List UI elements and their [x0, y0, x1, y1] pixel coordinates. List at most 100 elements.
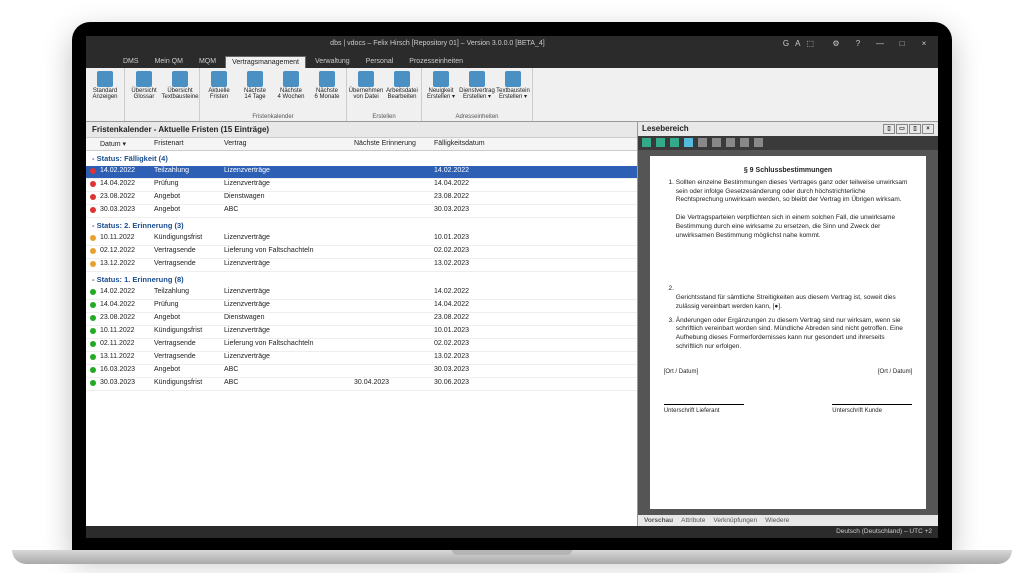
ribbon-übernehmen[interactable]: Übernehmenvon Datei — [348, 69, 384, 113]
status-group[interactable]: - Status: Fälligkeit (4) — [86, 151, 637, 166]
ribbon-icon — [97, 71, 113, 87]
ribbon: StandardAnzeigenÜbersichtGlossarÜbersich… — [86, 68, 938, 122]
ribbon-aktuelle[interactable]: AktuelleFristen — [201, 69, 237, 113]
preview-tool-7[interactable] — [740, 138, 749, 147]
fristen-row[interactable]: 10.11.2022KündigungsfristLizenzverträge1… — [86, 233, 637, 246]
menu-tab-personal[interactable]: Personal — [359, 55, 401, 68]
ribbon-übersicht[interactable]: ÜbersichtGlossar — [126, 69, 162, 119]
menu-tab-prozesseinheiten[interactable]: Prozesseinheiten — [402, 55, 470, 68]
window-title: dbs | vdocs – Felix Hirsch [Repository 0… — [98, 40, 777, 47]
preview-layout-3[interactable]: ▯ — [909, 124, 921, 134]
preview-tab-verknüpfungen[interactable]: Verknüpfungen — [713, 517, 757, 524]
col-datum[interactable]: Datum ▾ — [96, 138, 150, 150]
preview-document: § 9 Schlussbestimmungen Sollten einzelne… — [650, 156, 926, 509]
fristen-row[interactable]: 14.02.2022TeilzahlungLizenzverträge14.02… — [86, 287, 637, 300]
fristen-row[interactable]: 30.03.2023AngebotABC30.03.2023 — [86, 205, 637, 218]
ext-btn-a[interactable]: A — [795, 39, 800, 48]
ext-btn-sq[interactable]: ⬚ — [806, 39, 814, 48]
preview-tool-1[interactable] — [656, 138, 665, 147]
ribbon-icon — [433, 71, 449, 87]
fristen-row[interactable]: 14.04.2022PrüfungLizenzverträge14.04.202… — [86, 179, 637, 192]
ribbon-icon — [136, 71, 152, 87]
fristen-row[interactable]: 14.02.2022TeilzahlungLizenzverträge14.02… — [86, 166, 637, 179]
ribbon-icon — [247, 71, 263, 87]
preview-tool-2[interactable] — [670, 138, 679, 147]
ribbon-übersicht[interactable]: ÜbersichtTextbausteine — [162, 69, 198, 119]
doc-para-2: Gerichtsstand für sämtliche Streitigkeit… — [676, 285, 912, 311]
doc-heading: § 9 Schlussbestimmungen — [664, 166, 912, 175]
ribbon-standard[interactable]: StandardAnzeigen — [87, 69, 123, 119]
doc-para-1: Sollten einzelne Bestimmungen dieses Ver… — [676, 179, 912, 240]
ribbon-textbaustein[interactable]: TextbausteinErstellen ▾ — [495, 69, 531, 113]
close-button[interactable]: × — [916, 39, 932, 48]
min-button[interactable]: — — [872, 39, 888, 48]
sig-kunde: Unterschrift Kunde — [832, 404, 912, 415]
status-group[interactable]: - Status: 2. Erinnerung (3) — [86, 218, 637, 233]
ribbon-icon — [394, 71, 410, 87]
fristen-header: Fristenkalender - Aktuelle Fristen (15 E… — [86, 122, 637, 138]
menu-tab-mqm[interactable]: MQM — [192, 55, 223, 68]
preview-toolbar — [638, 136, 938, 150]
ext-btn-g[interactable]: G — [783, 39, 789, 48]
status-group[interactable]: - Status: 1. Erinnerung (8) — [86, 272, 637, 287]
ribbon-nächste[interactable]: Nächste14 Tage — [237, 69, 273, 113]
preview-title: Lesebereich — [642, 124, 689, 133]
menubar: DMSMein QMMQMVertragsmanagementVerwaltun… — [86, 52, 938, 68]
fristen-columns: Datum ▾ Fristenart Vertrag Nächste Erinn… — [86, 138, 637, 151]
sig-lieferant: Unterschrift Lieferant — [664, 404, 744, 415]
preview-tabs: Vorschau Attribute Verknüpfungen Wiedere — [638, 515, 938, 526]
preview-tool-5[interactable] — [712, 138, 721, 147]
preview-tool-0[interactable] — [642, 138, 651, 147]
ort-datum-left: [Ort / Datum] — [664, 368, 698, 376]
preview-tab-vorschau[interactable]: Vorschau — [644, 517, 673, 524]
fristen-row[interactable]: 02.12.2022VertragsendeLieferung von Falt… — [86, 246, 637, 259]
col-faelligkeit[interactable]: Fälligkeitsdatum — [430, 138, 500, 150]
fristen-row[interactable]: 13.12.2022VertragsendeLizenzverträge13.0… — [86, 259, 637, 272]
preview-tool-8[interactable] — [754, 138, 763, 147]
ribbon-icon — [469, 71, 485, 87]
titlebar: dbs | vdocs – Felix Hirsch [Repository 0… — [86, 36, 938, 52]
ribbon-arbeitsdatei[interactable]: ArbeitsdateiBearbeiten — [384, 69, 420, 113]
fristen-row[interactable]: 02.11.2022VertragsendeLieferung von Falt… — [86, 339, 637, 352]
fristen-row[interactable]: 10.11.2022KündigungsfristLizenzverträge1… — [86, 326, 637, 339]
statusbar: Deutsch (Deutschland) – UTC +2 — [86, 526, 938, 538]
ort-datum-right: [Ort / Datum] — [878, 368, 912, 376]
ribbon-icon — [172, 71, 188, 87]
doc-para-3: Änderungen oder Ergänzungen zu diesem Ve… — [676, 317, 912, 352]
ribbon-nächste[interactable]: Nächste6 Monate — [309, 69, 345, 113]
preview-tab-attribute[interactable]: Attribute — [681, 517, 705, 524]
ribbon-nächste[interactable]: Nächste4 Wochen — [273, 69, 309, 113]
preview-tab-wiedere[interactable]: Wiedere — [765, 517, 789, 524]
menu-tab-dms[interactable]: DMS — [116, 55, 146, 68]
help-button[interactable]: ? — [850, 39, 866, 48]
preview-tool-6[interactable] — [726, 138, 735, 147]
col-fristenart[interactable]: Fristenart — [150, 138, 220, 150]
status-locale: Deutsch (Deutschland) – UTC +2 — [836, 528, 932, 535]
preview-layout-2[interactable]: ▭ — [896, 124, 908, 134]
fristen-row[interactable]: 23.08.2022AngebotDienstwagen23.08.2022 — [86, 313, 637, 326]
ribbon-icon — [211, 71, 227, 87]
ribbon-dienstvertrag[interactable]: DienstvertragErstellen ▾ — [459, 69, 495, 113]
fristen-row[interactable]: 30.03.2023KündigungsfristABC30.04.202330… — [86, 378, 637, 391]
preview-tool-4[interactable] — [698, 138, 707, 147]
settings-button[interactable]: ⚙ — [828, 39, 844, 48]
menu-tab-mein-qm[interactable]: Mein QM — [148, 55, 190, 68]
ribbon-icon — [319, 71, 335, 87]
fristen-row[interactable]: 13.11.2022VertragsendeLizenzverträge13.0… — [86, 352, 637, 365]
ribbon-icon — [283, 71, 299, 87]
fristen-panel: Fristenkalender - Aktuelle Fristen (15 E… — [86, 122, 638, 526]
col-vertrag[interactable]: Vertrag — [220, 138, 350, 150]
menu-tab-verwaltung[interactable]: Verwaltung — [308, 55, 357, 68]
fristen-row[interactable]: 23.08.2022AngebotDienstwagen23.08.2022 — [86, 192, 637, 205]
preview-tool-3[interactable] — [684, 138, 693, 147]
ribbon-icon — [505, 71, 521, 87]
ribbon-neuigkeit[interactable]: NeuigkeitErstellen ▾ — [423, 69, 459, 113]
preview-panel: Lesebereich ▯ ▭ ▯ × § 9 Schlussbestimmun… — [638, 122, 938, 526]
col-naechste-erinnerung[interactable]: Nächste Erinnerung — [350, 138, 430, 150]
preview-close[interactable]: × — [922, 124, 934, 134]
fristen-row[interactable]: 16.03.2023AngebotABC30.03.2023 — [86, 365, 637, 378]
preview-layout-1[interactable]: ▯ — [883, 124, 895, 134]
menu-tab-vertragsmanagement[interactable]: Vertragsmanagement — [225, 56, 306, 68]
max-button[interactable]: □ — [894, 39, 910, 48]
fristen-row[interactable]: 14.04.2022PrüfungLizenzverträge14.04.202… — [86, 300, 637, 313]
